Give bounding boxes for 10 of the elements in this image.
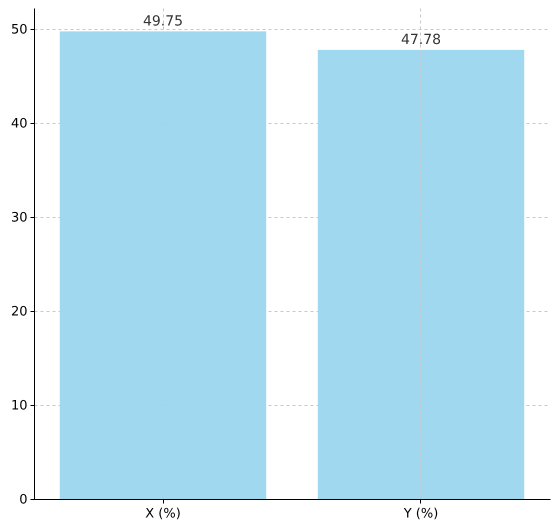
y-tick-label: 20 <box>10 304 28 320</box>
y-tick-label: 0 <box>19 492 28 508</box>
y-tick-label: 10 <box>10 398 28 414</box>
y-tick-label: 40 <box>10 116 28 132</box>
data-label: 49.75 <box>142 13 184 30</box>
data-label: 47.78 <box>400 32 442 48</box>
x-tick-label: X (%) <box>145 506 181 522</box>
y-tick-label: 30 <box>10 210 28 226</box>
y-tick-label: 50 <box>10 22 28 38</box>
x-tick-label: Y (%) <box>402 506 438 522</box>
